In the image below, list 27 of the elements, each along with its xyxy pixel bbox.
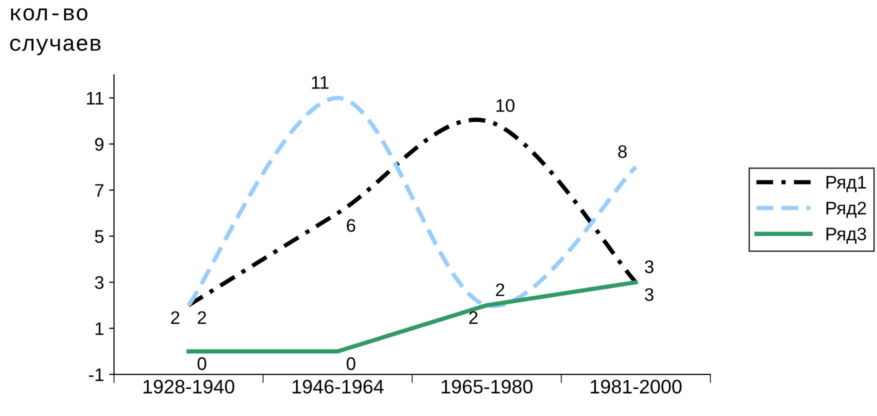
data-label: 3: [644, 260, 654, 274]
y-tick-label: -1: [89, 368, 104, 381]
legend-label: Ряд3: [826, 228, 866, 244]
data-label: 6: [346, 219, 356, 232]
y-tick-label: 1: [96, 322, 104, 335]
y-axis-title: кол-во случаев: [10, 8, 101, 56]
data-label: 11: [312, 76, 328, 89]
data-label: 0: [198, 357, 206, 370]
data-label: 2: [198, 311, 206, 324]
y-tick-label: 9: [95, 138, 104, 151]
x-tick-label: 1965-1980: [442, 380, 532, 394]
data-label: 2: [469, 311, 478, 324]
data-label: 2: [496, 283, 504, 296]
y-tick-label: 3: [94, 276, 104, 289]
x-tick-label: 1946-1964: [292, 380, 384, 394]
data-label: 0: [346, 357, 356, 370]
x-tick-label: 1928-1940: [144, 380, 234, 394]
y-tick-label: 11: [86, 92, 104, 104]
data-label: 3: [644, 288, 654, 301]
data-label: 10: [496, 99, 514, 112]
legend-label: Ряд1: [826, 176, 866, 192]
data-label: 8: [618, 145, 627, 158]
data-label: 2: [171, 311, 180, 324]
y-tick-label: 7: [95, 184, 104, 197]
y-tick-label: 5: [94, 230, 104, 243]
x-tick-label: 1981-2000: [590, 380, 682, 394]
legend-label: Ряд2: [826, 202, 866, 218]
